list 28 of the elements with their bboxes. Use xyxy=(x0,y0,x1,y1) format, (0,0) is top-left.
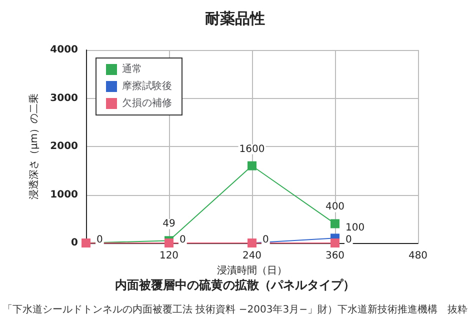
y-tick-label: 1000 xyxy=(50,189,78,200)
data-label: 0 xyxy=(262,234,269,246)
y-tick-label: 2000 xyxy=(50,141,78,152)
x-tick-label: 480 xyxy=(408,250,428,262)
y-tick-label: 0 xyxy=(71,238,78,248)
data-label: 400 xyxy=(325,202,345,213)
point xyxy=(330,238,340,248)
text: 「下水道シールドトンネルの内面被覆工法 技術資料 −2003年3月−」財）下水道新技術推進機構 抜粋 xyxy=(2,304,468,316)
legend-label: 欠損の補修 xyxy=(122,97,172,109)
data-label: 0 xyxy=(96,234,103,246)
y-tick-label: 3000 xyxy=(50,92,78,104)
point xyxy=(248,161,256,170)
y-tick-label: 4000 xyxy=(50,44,78,56)
text: 内面被覆層中の硫黄の拡散（パネルタイプ） xyxy=(115,278,355,292)
x-tick-label: 360 xyxy=(325,250,345,262)
data-label: 100 xyxy=(346,222,365,234)
x-axis-title: 浸漬時間（日） xyxy=(217,264,287,276)
y-axis-title: 浸透深さ（μm）の二乗 xyxy=(28,93,40,200)
data-label: 1600 xyxy=(239,144,265,155)
data-label: 0 xyxy=(346,234,352,246)
data-label: 0 xyxy=(180,234,186,246)
x-tick-label: 240 xyxy=(242,250,262,262)
point xyxy=(330,219,340,228)
chart-title: 耐薬品性 xyxy=(205,10,265,28)
legend-label: 通常 xyxy=(122,63,142,75)
x-tick-label: 120 xyxy=(159,250,179,262)
data-label: 49 xyxy=(162,218,176,230)
legend-label: 摩擦試験後 xyxy=(122,80,172,92)
